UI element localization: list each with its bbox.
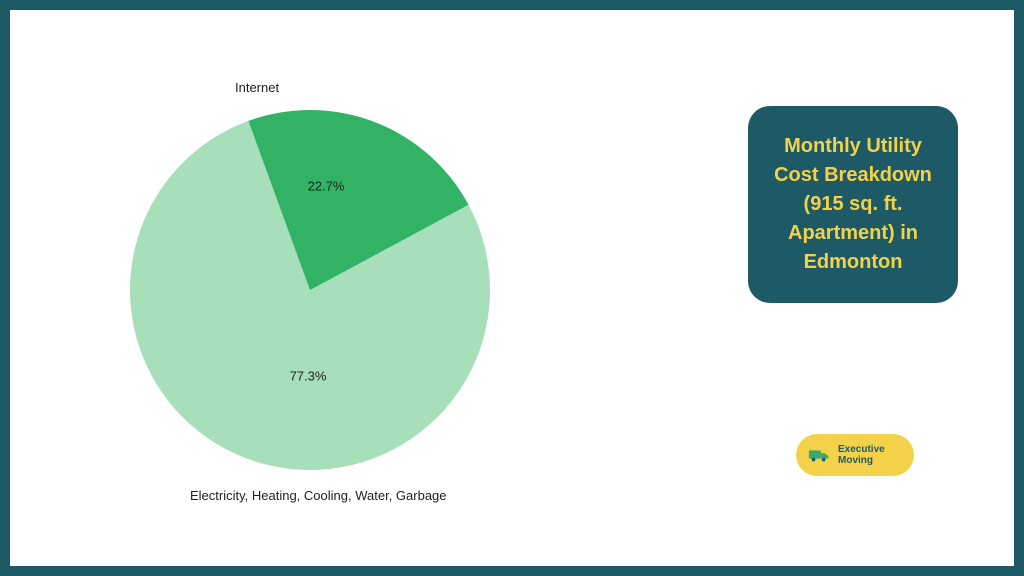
brand-line2: Moving [838, 455, 885, 466]
slice-ext-label: Internet [235, 80, 279, 95]
brand-line1: Executive [838, 444, 885, 455]
brand-text: Executive Moving [838, 444, 885, 466]
truck-icon [808, 444, 830, 466]
brand-badge: Executive Moving [796, 434, 914, 476]
slice-percent-label: 22.7% [308, 179, 345, 194]
pie-chart: Internet22.7%Electricity, Heating, Cooli… [130, 110, 490, 470]
slice-ext-label: Electricity, Heating, Cooling, Water, Ga… [190, 488, 447, 503]
outer-frame: Internet 22.7% Electricity, Heating, Cooli… [0, 0, 1024, 576]
title-text: Monthly Utility Cost Breakdown (915 sq. … [774, 135, 932, 273]
pie-graphic [130, 110, 490, 470]
slice-percent-label: 77.3% [290, 369, 327, 384]
title-card: Monthly Utility Cost Breakdown (915 sq. … [748, 106, 958, 303]
